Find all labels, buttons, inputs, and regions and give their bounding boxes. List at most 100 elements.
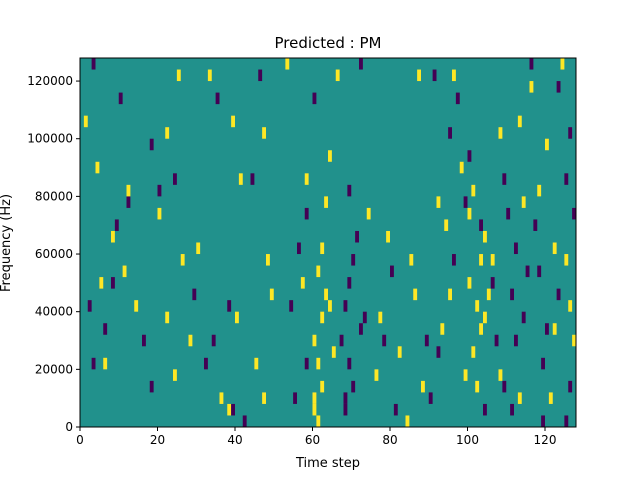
heatmap-cell: [215, 92, 220, 105]
y-tick-label: 80000: [35, 189, 73, 203]
heatmap-cell: [568, 300, 573, 312]
heatmap-cell: [386, 230, 390, 243]
heatmap-cell: [312, 334, 317, 347]
heatmap-cell: [258, 69, 263, 82]
heatmap-cell: [300, 277, 305, 289]
heatmap-cell: [448, 288, 452, 301]
heatmap-cell: [475, 380, 480, 393]
heatmap-cell: [149, 380, 154, 393]
heatmap-cell: [521, 196, 526, 208]
heatmap-cell: [486, 288, 491, 301]
heatmap-cell: [293, 392, 297, 404]
heatmap-cell: [483, 230, 487, 243]
heatmap-cell: [463, 196, 468, 208]
heatmap-cell: [242, 415, 247, 427]
y-tick-label: 120000: [27, 74, 73, 88]
heatmap-cell: [320, 311, 325, 324]
heatmap-cell: [262, 392, 266, 404]
y-axis-ticks: 0 20000 40000 60000 80000 100000 120000: [27, 74, 80, 434]
heatmap-cell: [514, 334, 518, 347]
heatmap-cell: [452, 254, 456, 266]
heatmap-cell: [545, 138, 549, 151]
heatmap-cell: [343, 403, 348, 416]
heatmap-cell: [529, 58, 534, 70]
heatmap-background: [80, 58, 576, 427]
heatmap-cell: [347, 277, 352, 289]
heatmap-cell: [312, 92, 317, 105]
heatmap-cell: [304, 357, 309, 370]
heatmap-cell: [436, 196, 441, 208]
heatmap-cell: [262, 127, 266, 139]
heatmap-cell: [157, 207, 162, 220]
heatmap-cell: [157, 184, 162, 197]
heatmap-cell: [211, 334, 216, 347]
heatmap-cell: [490, 254, 495, 266]
x-tick-label: 0: [76, 433, 84, 447]
heatmap-cell: [142, 334, 146, 347]
heatmap-cell: [455, 92, 460, 105]
heatmap-cell: [467, 150, 472, 162]
heatmap-cell: [83, 115, 88, 128]
heatmap-cell: [192, 288, 197, 301]
y-tick-label: 20000: [35, 362, 73, 376]
heatmap-cell: [506, 207, 511, 220]
heatmap-cell: [572, 207, 576, 220]
heatmap-cell: [91, 357, 96, 370]
heatmap-cell: [324, 196, 328, 208]
heatmap-cell: [99, 277, 104, 289]
heatmap-cell: [316, 265, 321, 278]
heatmap-cell: [316, 415, 321, 427]
heatmap-cell: [297, 242, 301, 255]
heatmap-cell: [378, 311, 383, 324]
heatmap-cell: [564, 173, 569, 185]
chart-title: Predicted : PM: [275, 34, 382, 52]
heatmap-cell: [351, 380, 356, 393]
y-tick-label: 100000: [27, 132, 73, 146]
heatmap-cell: [514, 242, 518, 255]
heatmap-cell: [541, 357, 545, 370]
heatmap-cell: [467, 277, 472, 289]
x-tick-label: 80: [382, 433, 397, 447]
heatmap-cell: [359, 323, 363, 335]
heatmap-cell: [405, 415, 410, 427]
heatmap-cell: [312, 403, 317, 416]
heatmap-cell: [355, 230, 359, 243]
heatmap-cell: [479, 323, 483, 335]
heatmap-cell: [114, 219, 119, 231]
heatmap-cell: [316, 357, 321, 370]
heatmap-cell: [440, 323, 445, 335]
heatmap-cell: [568, 380, 573, 393]
heatmap-cell: [328, 150, 332, 162]
heatmap-cell: [521, 311, 526, 324]
heatmap-cell: [250, 173, 255, 185]
heatmap-cell: [231, 403, 235, 416]
x-axis-ticks: 0 20 40 60 80 100 120: [76, 427, 556, 447]
heatmap-cell: [417, 69, 421, 82]
heatmap-cell: [312, 392, 317, 404]
heatmap-cell: [103, 357, 108, 370]
heatmap-cell: [432, 69, 437, 82]
heatmap-cell: [173, 369, 177, 381]
heatmap-cell: [545, 323, 549, 335]
heatmap-cell: [126, 184, 131, 197]
heatmap-cell: [409, 254, 414, 266]
heatmap-cell: [304, 173, 309, 185]
heatmap-cell: [444, 219, 449, 231]
heatmap-cell: [126, 196, 131, 208]
heatmap-cell: [560, 58, 565, 70]
heatmap-cell: [448, 127, 452, 139]
heatmap-cell: [494, 334, 499, 347]
heatmap-cell: [219, 392, 224, 404]
heatmap-cell: [510, 403, 514, 416]
y-axis-label: Frequency (Hz): [0, 194, 14, 292]
heatmap-cell: [165, 311, 170, 324]
heatmap-cell: [366, 207, 371, 220]
heatmap-cell: [254, 357, 259, 370]
heatmap-cell: [238, 173, 243, 185]
heatmap-cell: [87, 300, 92, 312]
x-tick-label: 60: [305, 433, 320, 447]
y-tick-label: 60000: [35, 247, 73, 261]
heatmap-cell: [351, 254, 356, 266]
heatmap-cell: [452, 69, 456, 82]
heatmap-cell: [467, 207, 472, 220]
